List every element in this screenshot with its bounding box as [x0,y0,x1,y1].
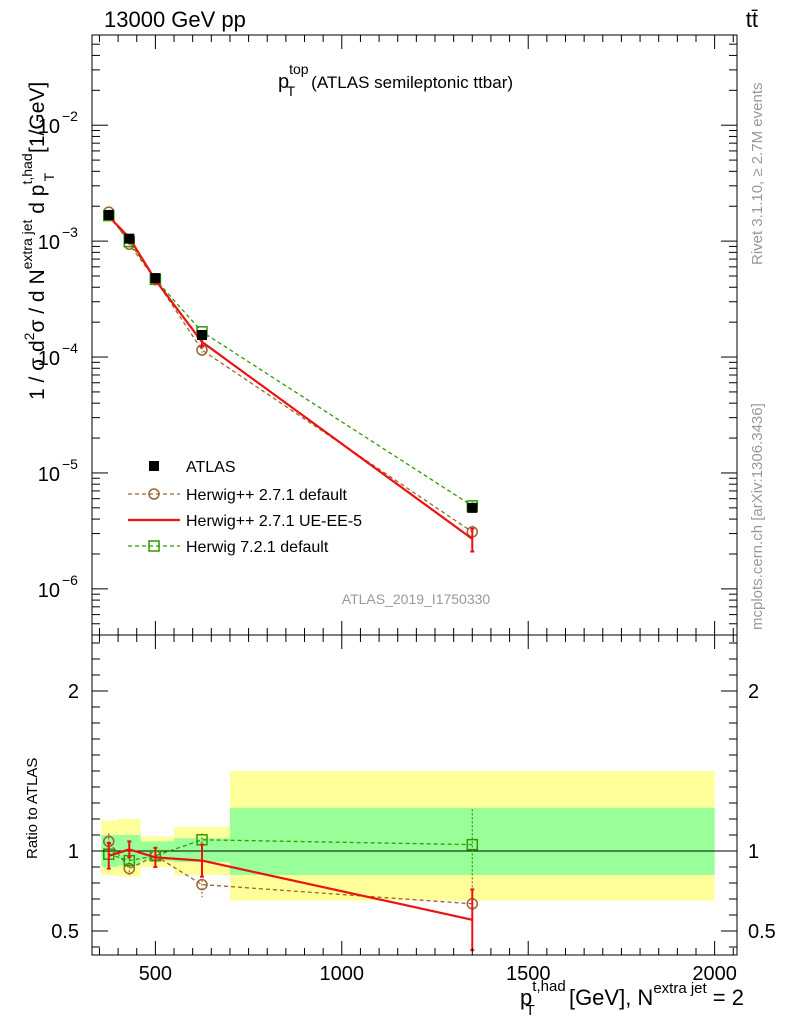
ylabel-a: 1 / σ d [26,340,49,400]
xlabel-eq: = 2 [707,985,744,1010]
main-title: ptop T (ATLAS semileptonic ttbar) [278,61,513,99]
main-series-line [108,215,473,507]
analysis-watermark: ATLAS_2019_I1750330 [342,591,491,607]
legend: ATLAS Herwig++ 2.7.1 default Herwig++ 2.… [128,459,362,556]
main-panel: 10−610−510−410−310−2 [38,34,738,636]
mcplots-label: mcplots.cern.ch [arXiv:1306.3436] [749,403,766,630]
ratio-ytick-label-right: 0.5 [748,921,776,943]
main-point-atlas [150,273,161,284]
ratio-xtick-label: 1500 [506,963,551,985]
ylabel-c: σ / d N [26,269,49,332]
main-ytick-exponent: −2 [62,108,78,124]
ratio-point-square [466,838,479,851]
legend-marker-herwig7-default [148,540,160,552]
legend-label-herwig7-default: Herwig 7.2.1 default [186,539,329,556]
header-process: tt̄ [746,7,758,32]
ylabel-h: [1/GeV] [26,82,49,159]
ratio-xtick-label: 500 [139,963,172,985]
main-point-atlas [124,233,135,244]
xlabel-sup: t,had [532,978,565,995]
main-series-line [108,211,473,533]
ratio-panel: 500 1000 1500 2000 0.5 0.5 1 1 2 2 [51,634,776,985]
ratio-xtick-label: 2000 [692,963,737,985]
xlabel-unit: [GeV], N [563,985,653,1010]
main-point-atlas [467,502,478,513]
main-ytick-label: 10 [38,232,60,254]
header-energy: 13000 GeV pp [104,7,246,32]
legend-label-atlas: ATLAS [186,459,236,476]
main-ytick-exponent: −5 [62,456,78,472]
ratio-point-circle [196,878,208,891]
main-ytick-label: 10 [38,348,60,370]
main-ytick-label: 10 [38,464,60,486]
main-ytick-exponent: −6 [62,572,78,588]
ratio-ytick-label-left: 1 [68,841,79,863]
ylabel-g: T [41,172,57,181]
rivet-label: Rivet 3.1.10, ≥ 2.7M events [749,83,766,266]
legend-marker-atlas [149,461,159,471]
main-ylabel: 1 / σ d2σ / d Nextra jet d pt,had T [1/Ge… [19,82,57,400]
main-title-p: p [278,71,289,93]
main-point-atlas [103,210,114,221]
ratio-ytick-label-right: 2 [748,681,759,703]
main-ytick-exponent: −4 [62,340,78,356]
main-title-sup: top [289,61,309,77]
xlabel-sub: T [526,1002,535,1019]
ratio-ytick-label-left: 0.5 [51,921,79,943]
ratio-ylabel: Ratio to ATLAS [24,758,41,859]
xlabel-n-sup: extra jet [653,980,707,997]
main-title-sub: T [287,83,296,99]
ratio-series-line [108,839,473,862]
ylabel-d: extra jet [19,219,35,269]
ratio-ytick-label-left: 2 [68,681,79,703]
ratio-xtick-label: 1000 [320,963,365,985]
main-title-rest: (ATLAS semileptonic ttbar) [311,73,513,92]
xlabel: pt,had T [GeV], Nextra jet = 2 [520,978,744,1019]
ratio-frame [91,634,738,956]
ratio-ytick-label-right: 1 [748,841,759,863]
xlabel-p: p [520,985,532,1010]
main-ytick-label: 10 [38,116,60,138]
main-ytick-label: 10 [38,580,60,602]
legend-marker-herwigpp-default [148,488,160,500]
main-point-atlas [196,329,207,340]
ylabel-f: t,had [19,153,35,184]
ylabel-b: 2 [21,332,37,340]
legend-label-herwigpp-ueee5: Herwig++ 2.7.1 UE-EE-5 [186,513,362,530]
main-ytick-exponent: −3 [62,224,78,240]
legend-label-herwigpp-default: Herwig++ 2.7.1 default [186,487,348,504]
ylabel-e: d p [26,185,49,220]
